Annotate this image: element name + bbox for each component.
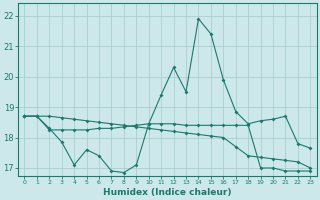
X-axis label: Humidex (Indice chaleur): Humidex (Indice chaleur) [103,188,232,197]
